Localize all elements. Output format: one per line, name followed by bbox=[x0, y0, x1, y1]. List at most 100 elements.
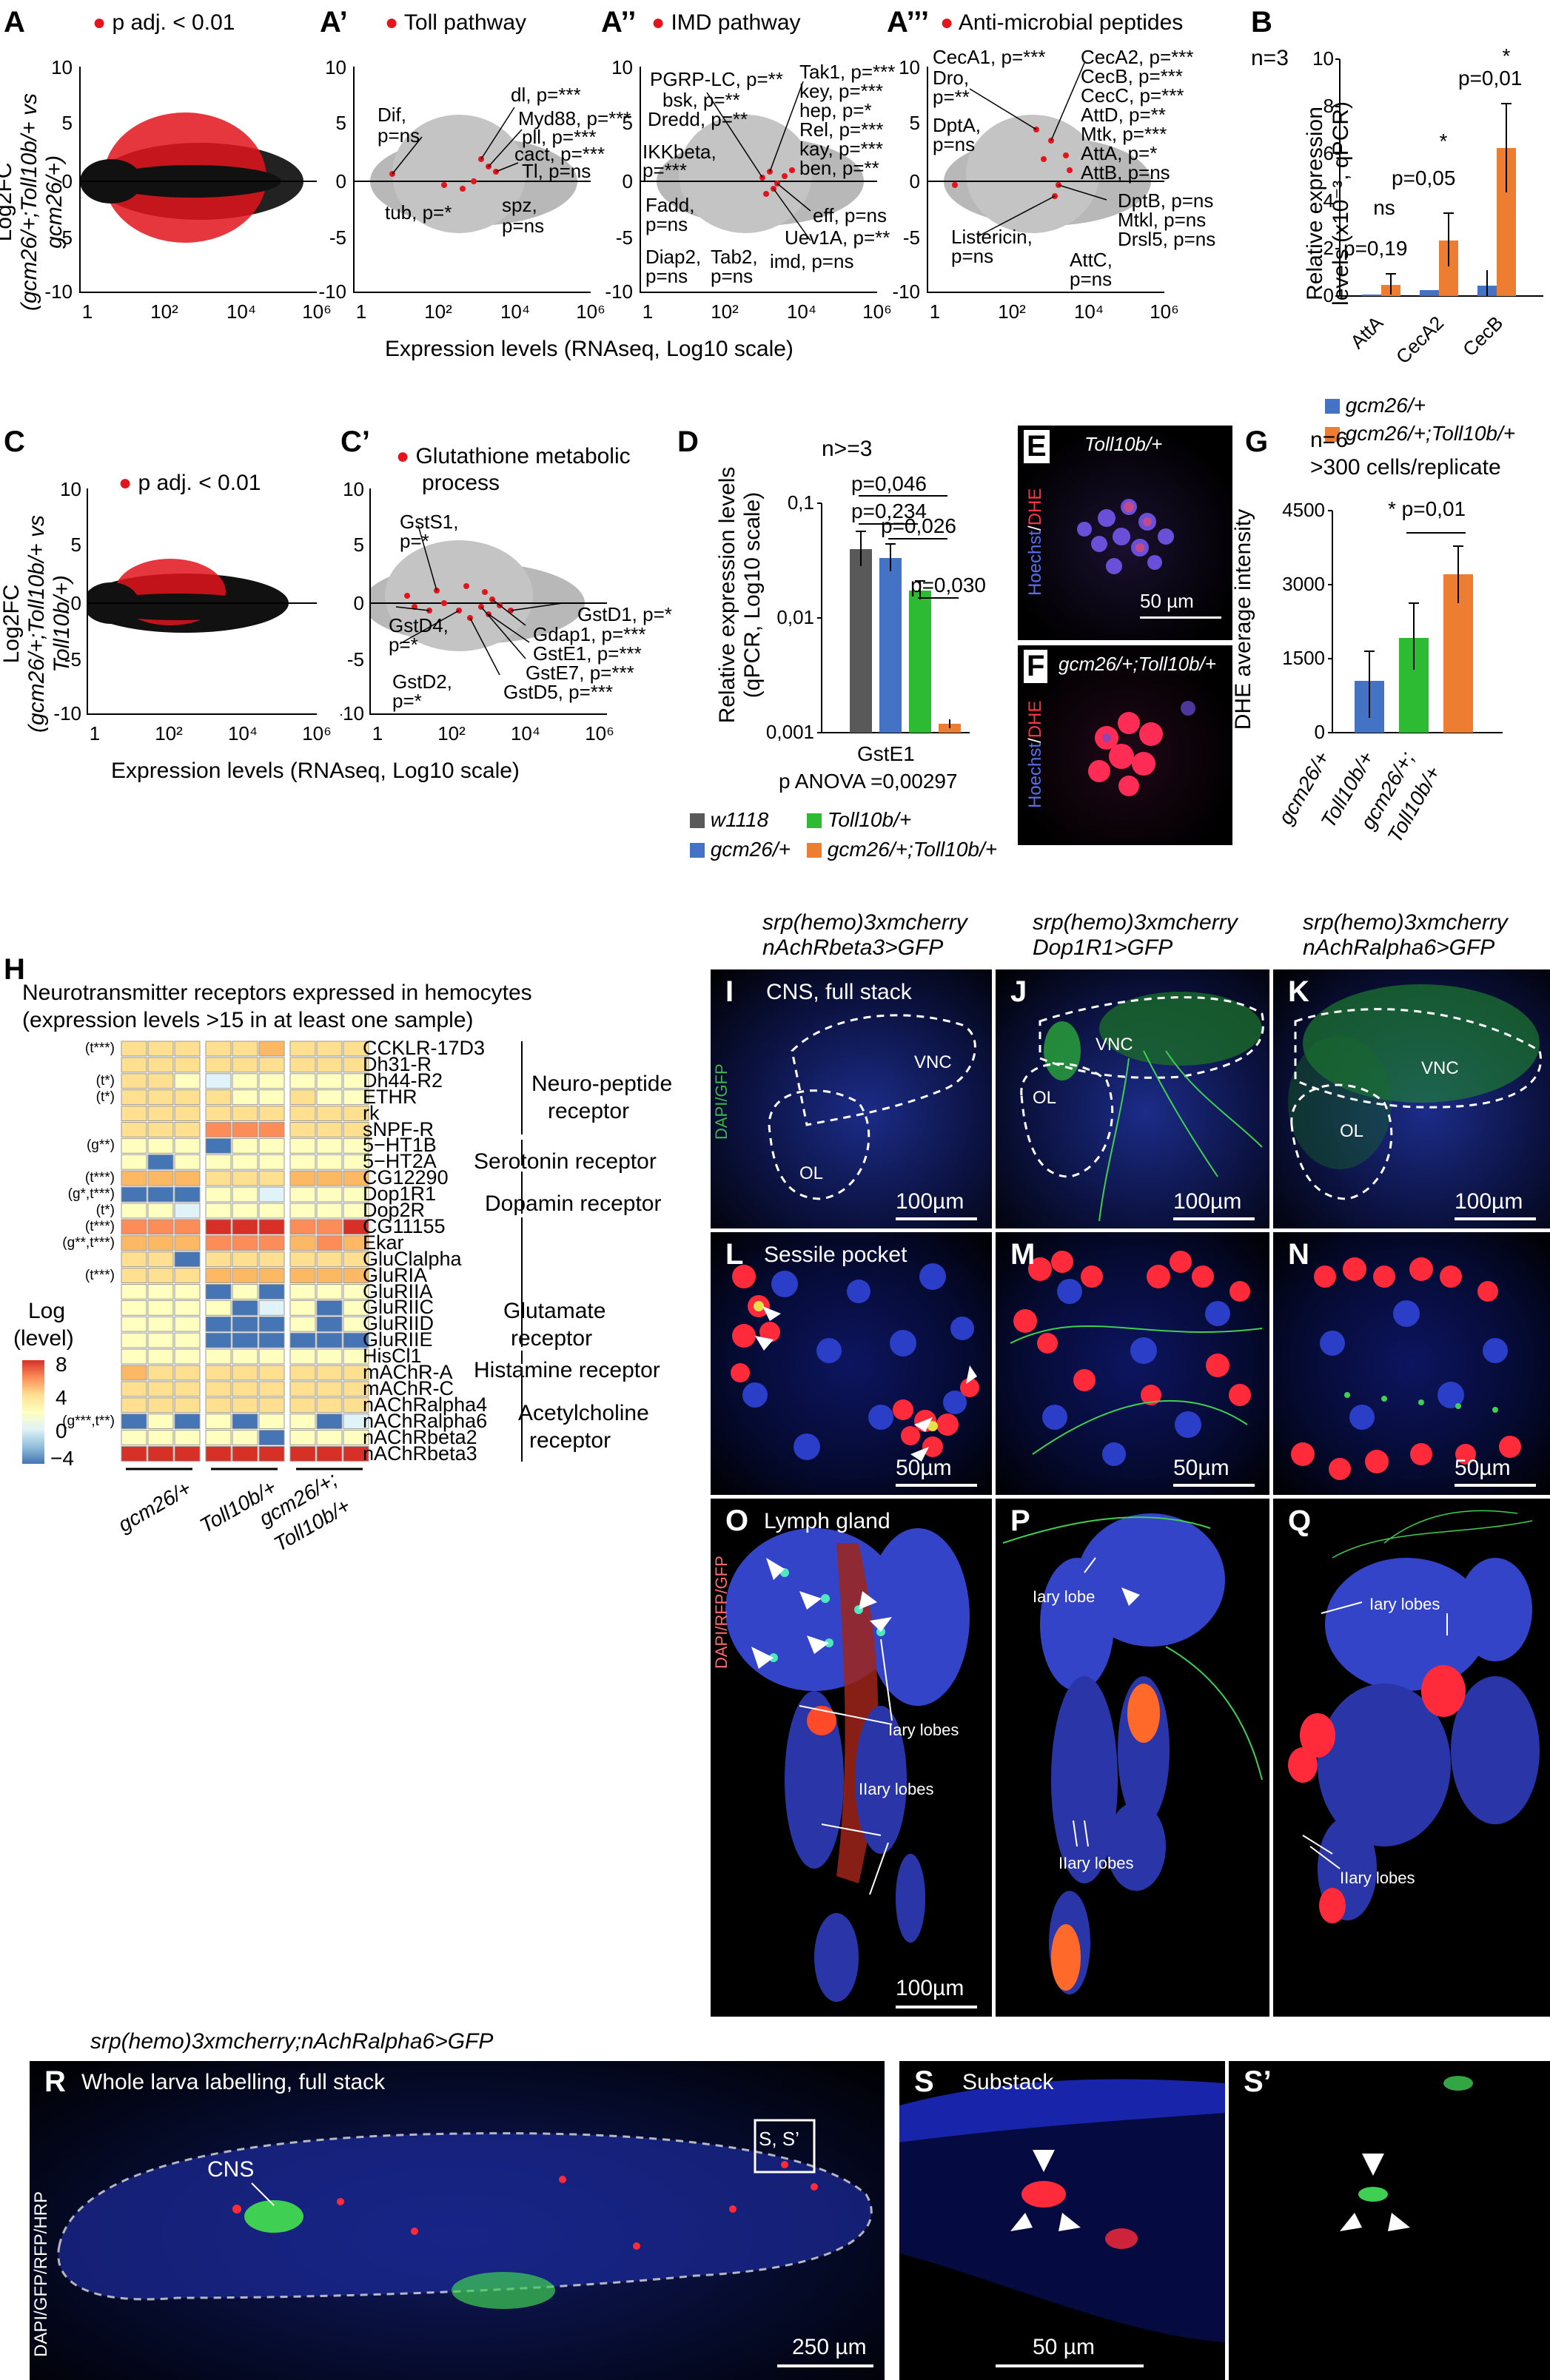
group-label: receptor bbox=[529, 1428, 611, 1453]
heatmap-cell bbox=[258, 1365, 285, 1381]
heatmap-cell bbox=[316, 1300, 343, 1316]
heatmap-cell bbox=[174, 1381, 201, 1397]
heatmap-cell bbox=[316, 1170, 343, 1186]
heatmap-cell bbox=[316, 1316, 343, 1332]
heatmap-cell bbox=[232, 1154, 258, 1170]
B-pval: p=0,01 bbox=[1458, 67, 1523, 90]
heatmap-cell bbox=[232, 1041, 258, 1057]
heatmap-cell bbox=[121, 1316, 147, 1332]
heatmap-cell bbox=[174, 1122, 201, 1137]
amp-gene-label: AttA, p=* bbox=[1081, 142, 1158, 164]
heatmap-cell bbox=[121, 1137, 147, 1154]
heatmap-row-label: sNPF-R bbox=[363, 1117, 434, 1140]
micrograph-P: P Iary lobe IIary lobes bbox=[996, 1499, 1269, 2017]
legend-tick: 8 bbox=[56, 1353, 67, 1376]
stain-I: DAPI/GFP bbox=[712, 1063, 731, 1140]
heatmap-cell bbox=[343, 1446, 369, 1462]
ylabel-G: DHE average intensity bbox=[1231, 508, 1255, 730]
heatmap-row-label: GluRIIE bbox=[363, 1328, 433, 1351]
heatmap-cell bbox=[205, 1446, 232, 1462]
imd-gene-label: Diap2, bbox=[645, 246, 702, 268]
panel-letter-S1: S’ bbox=[1244, 2065, 1272, 2098]
svg-text:1: 1 bbox=[930, 300, 940, 323]
heatmap-cell bbox=[258, 1284, 285, 1300]
heatmap-cell bbox=[343, 1300, 369, 1316]
D-pval: p=0,026 bbox=[881, 514, 956, 537]
scalebar-I bbox=[896, 1217, 977, 1220]
heatmap-cell bbox=[316, 1137, 343, 1154]
heatmap-cell bbox=[174, 1041, 201, 1057]
heatmap-cell bbox=[316, 1268, 343, 1284]
lymph-gland-P bbox=[1002, 1513, 1263, 1994]
heatmap-cell bbox=[343, 1235, 369, 1251]
heatmap-sig-label: (t***) bbox=[84, 1267, 115, 1283]
imd-gene-label: p=ns bbox=[711, 265, 754, 287]
heatmap-cell bbox=[258, 1235, 285, 1251]
heatmap-cell bbox=[205, 1041, 232, 1057]
toll-gene-label: spz, bbox=[502, 194, 537, 216]
heatmap-cell bbox=[316, 1430, 343, 1445]
heatmap-row-label: GluRIA bbox=[363, 1263, 428, 1286]
red-dot-icon: ● bbox=[93, 10, 107, 35]
panel-letter-G: G bbox=[1245, 426, 1269, 458]
imd-gene-label: IKKbeta, bbox=[643, 141, 717, 163]
heatmap-cell bbox=[205, 1137, 232, 1154]
panel-letter-P: P bbox=[1010, 1505, 1030, 1537]
svg-text:10²: 10² bbox=[150, 300, 178, 323]
amp-gene-label: p=ns bbox=[1070, 268, 1113, 290]
heatmap-row-label: CG12290 bbox=[363, 1166, 449, 1189]
svg-text:0: 0 bbox=[623, 170, 633, 192]
gst-label: Gdap1, p=*** bbox=[533, 623, 646, 645]
svg-text:AttA: AttA bbox=[1346, 312, 1387, 353]
lobe2-O: IIary lobes bbox=[859, 1780, 934, 1798]
heatmap-row-label: Ekar bbox=[363, 1231, 404, 1254]
heatmap-cell bbox=[174, 1300, 201, 1316]
heatmap-cell bbox=[258, 1413, 285, 1430]
svg-text:5: 5 bbox=[354, 534, 364, 556]
heatmap-cell bbox=[343, 1268, 369, 1284]
svg-text:0: 0 bbox=[71, 592, 81, 614]
heatmap-cell bbox=[205, 1381, 232, 1397]
svg-text:10: 10 bbox=[899, 56, 920, 78]
heatmap-cell bbox=[174, 1089, 201, 1106]
imd-gene-label: kay, p=*** bbox=[799, 138, 883, 160]
gst-label: GstD5, p=*** bbox=[503, 681, 614, 703]
heatmap-cell bbox=[316, 1122, 343, 1137]
group-label: Acetylcholine bbox=[518, 1401, 649, 1425]
cells-F bbox=[1088, 701, 1195, 796]
heatmap-cell bbox=[343, 1381, 369, 1397]
heatmap-cell bbox=[289, 1332, 316, 1348]
heatmap-cell bbox=[258, 1089, 285, 1106]
bar-chart-D: 0,1 0,01 0,001 bbox=[766, 491, 970, 743]
heatmap-row-label: mAChR-C bbox=[363, 1376, 454, 1399]
heatmap-cell bbox=[121, 1268, 147, 1284]
heatmap-cell bbox=[232, 1332, 258, 1348]
heatmap-cell bbox=[232, 1073, 258, 1089]
substack-S1 bbox=[1340, 2076, 1473, 2231]
gst-label: p=* bbox=[392, 690, 422, 712]
heatmap-cell bbox=[343, 1057, 369, 1073]
cells-E bbox=[1077, 499, 1174, 574]
H-xcat: gcm26/+ bbox=[114, 1476, 195, 1537]
vnc-label: VNC bbox=[914, 1052, 952, 1072]
heatmap-cell bbox=[258, 1137, 285, 1154]
heatmap-row-label: Dop2R bbox=[363, 1199, 426, 1221]
heatmap-cell bbox=[289, 1073, 316, 1089]
heatmap-subtitle: (expression levels >15 in at least one s… bbox=[22, 1008, 474, 1032]
heatmap-cell bbox=[205, 1235, 232, 1251]
svg-text:3000: 3000 bbox=[1282, 573, 1325, 595]
panel-letter-F: F bbox=[1024, 650, 1048, 683]
title-I: CNS, full stack bbox=[766, 980, 912, 1004]
heatmap-cell bbox=[232, 1170, 258, 1186]
D-ytick: 0,01 bbox=[776, 606, 814, 628]
svg-text:4500: 4500 bbox=[1282, 499, 1325, 521]
scale-label-I: 100µm bbox=[896, 1189, 964, 1214]
vnc-label: VNC bbox=[1421, 1058, 1459, 1078]
amp-gene-label: AttD, p=** bbox=[1081, 104, 1166, 126]
svg-text:10⁴: 10⁴ bbox=[228, 722, 258, 744]
heatmap-cell bbox=[232, 1106, 258, 1121]
heatmap-cell bbox=[174, 1284, 201, 1300]
heatmap-cell bbox=[258, 1106, 285, 1121]
n-label-B: n=3 bbox=[1251, 46, 1289, 70]
heatmap-cell bbox=[147, 1235, 174, 1251]
